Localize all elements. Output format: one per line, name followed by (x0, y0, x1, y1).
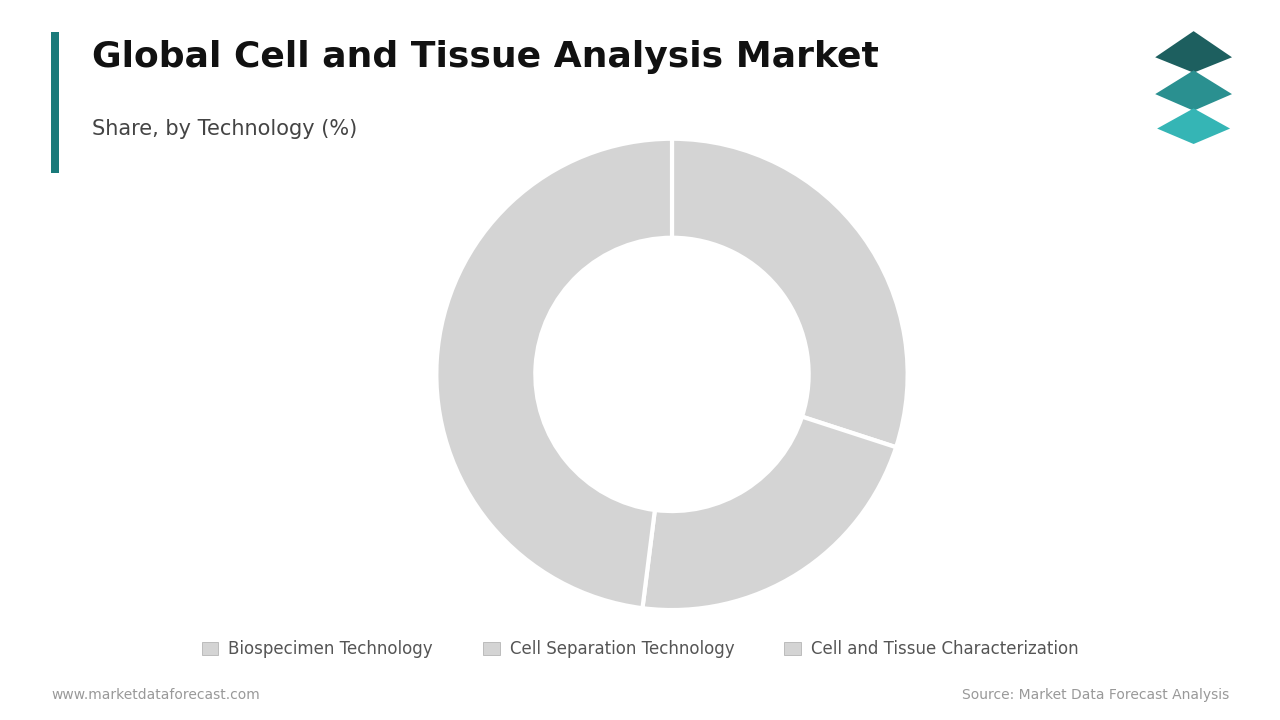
Text: www.marketdataforecast.com: www.marketdataforecast.com (51, 688, 260, 702)
Legend: Biospecimen Technology, Cell Separation Technology, Cell and Tissue Characteriza: Biospecimen Technology, Cell Separation … (195, 634, 1085, 665)
Bar (51, 32, 59, 173)
Text: Source: Market Data Forecast Analysis: Source: Market Data Forecast Analysis (961, 688, 1229, 702)
Wedge shape (436, 139, 672, 608)
Polygon shape (1155, 71, 1231, 111)
Text: Share, by Technology (%): Share, by Technology (%) (92, 119, 357, 139)
Wedge shape (643, 417, 896, 610)
Wedge shape (672, 139, 908, 447)
Polygon shape (1155, 31, 1231, 73)
Polygon shape (1157, 108, 1230, 144)
Text: Global Cell and Tissue Analysis Market: Global Cell and Tissue Analysis Market (92, 40, 879, 73)
